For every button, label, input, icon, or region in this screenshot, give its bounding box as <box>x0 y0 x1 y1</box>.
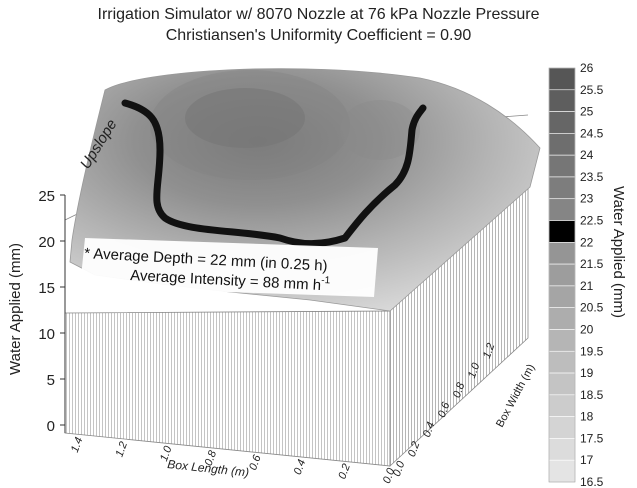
colorbar-tick-label: 23 <box>580 192 594 206</box>
z-axis-label: Water Applied (mm) <box>7 243 24 375</box>
colorbar-band <box>548 394 576 417</box>
colorbar-band <box>548 438 576 461</box>
box-front-face <box>64 310 391 467</box>
colorbar-band <box>548 285 576 308</box>
x-tick-label: 0.2 <box>336 462 353 480</box>
colorbar-tick-label: 24.5 <box>580 126 604 140</box>
y-tick-label: 0.6 <box>436 400 453 419</box>
colorbar-band <box>548 89 576 112</box>
colorbar-label: Water Applied (mm) <box>610 186 627 318</box>
chart-subtitle: Christiansen's Uniformity Coefficient = … <box>165 27 472 44</box>
z-tick-label: 5 <box>47 372 55 389</box>
colorbar-band <box>548 329 576 352</box>
colorbar-tick-label: 25 <box>580 105 594 119</box>
colorbar-band <box>548 416 576 439</box>
colorbar-tick-label: 19.5 <box>580 344 604 358</box>
chart-title: Irrigation Simulator w/ 8070 Nozzle at 7… <box>97 6 540 23</box>
colorbar-tick-label: 22 <box>580 235 594 249</box>
y-tick-label: 0.2 <box>406 440 423 458</box>
colorbar-band <box>548 459 576 483</box>
z-tick-label: 20 <box>38 234 55 251</box>
z-tick-label: 10 <box>38 326 55 343</box>
colorbar-tick-label: 17 <box>580 453 594 467</box>
colorbar-band <box>548 372 576 396</box>
y-tick-label: 0.0 <box>391 459 408 478</box>
x-tick-label: 1.2 <box>113 440 130 458</box>
colorbar-frame <box>548 67 576 483</box>
y-tick-label: 0.8 <box>451 380 468 399</box>
colorbar-tick-label: 26 <box>580 61 594 75</box>
z-tick-label: 15 <box>38 280 55 297</box>
colorbar-band <box>548 176 576 200</box>
x-tick-label: 0.4 <box>292 458 309 476</box>
colorbar-tick-label: 22.5 <box>580 214 604 228</box>
x-tick-label: 1.4 <box>69 436 86 454</box>
y-tick-label: 0.4 <box>421 420 438 438</box>
colorbar-tick-label: 18 <box>580 410 594 424</box>
colorbar-band <box>548 350 576 374</box>
colorbar-tick-label: 20.5 <box>580 301 604 315</box>
annotation-box <box>80 238 378 297</box>
colorbar-band <box>548 67 576 91</box>
colorbar-tick-label: 18.5 <box>580 388 604 402</box>
z-tick-label: 0 <box>47 418 55 435</box>
colorbar-band <box>548 133 576 156</box>
x-tick-label: 0.8 <box>203 448 220 467</box>
x-tick-label: 1.0 <box>158 444 175 463</box>
colorbar-tick-label: 21 <box>580 279 594 293</box>
colorbar-tick-label: 25.5 <box>580 83 604 97</box>
colorbar-band <box>548 198 576 221</box>
contour-22mm <box>121 99 427 248</box>
colorbar-band <box>548 111 576 134</box>
colorbar-tick-label: 20 <box>580 322 594 336</box>
y-tick-label: 1.0 <box>466 361 483 380</box>
colorbar-tick-label: 17.5 <box>580 431 604 445</box>
y-tick-label: 1.2 <box>481 342 498 360</box>
colorbar-band <box>548 220 576 243</box>
z-tick-label: 25 <box>38 188 55 205</box>
colorbar-tick-label: 24 <box>580 148 594 162</box>
colorbar-band <box>548 154 576 178</box>
colorbar-band <box>548 263 576 287</box>
colorbar-band <box>548 307 576 330</box>
colorbar-band <box>548 242 576 265</box>
colorbar-tick-label: 21.5 <box>580 257 604 271</box>
x-tick-label: 0.0 <box>381 466 398 485</box>
colorbar-tick-label: 16.5 <box>580 475 604 488</box>
colorbar-tick-label: 23.5 <box>580 170 604 184</box>
y-axis-label: Box Width (m) <box>494 362 537 429</box>
x-tick-label: 0.6 <box>247 453 264 472</box>
x-axis-label: Box Length (m) <box>167 457 250 479</box>
colorbar-tick-label: 19 <box>580 366 594 380</box>
